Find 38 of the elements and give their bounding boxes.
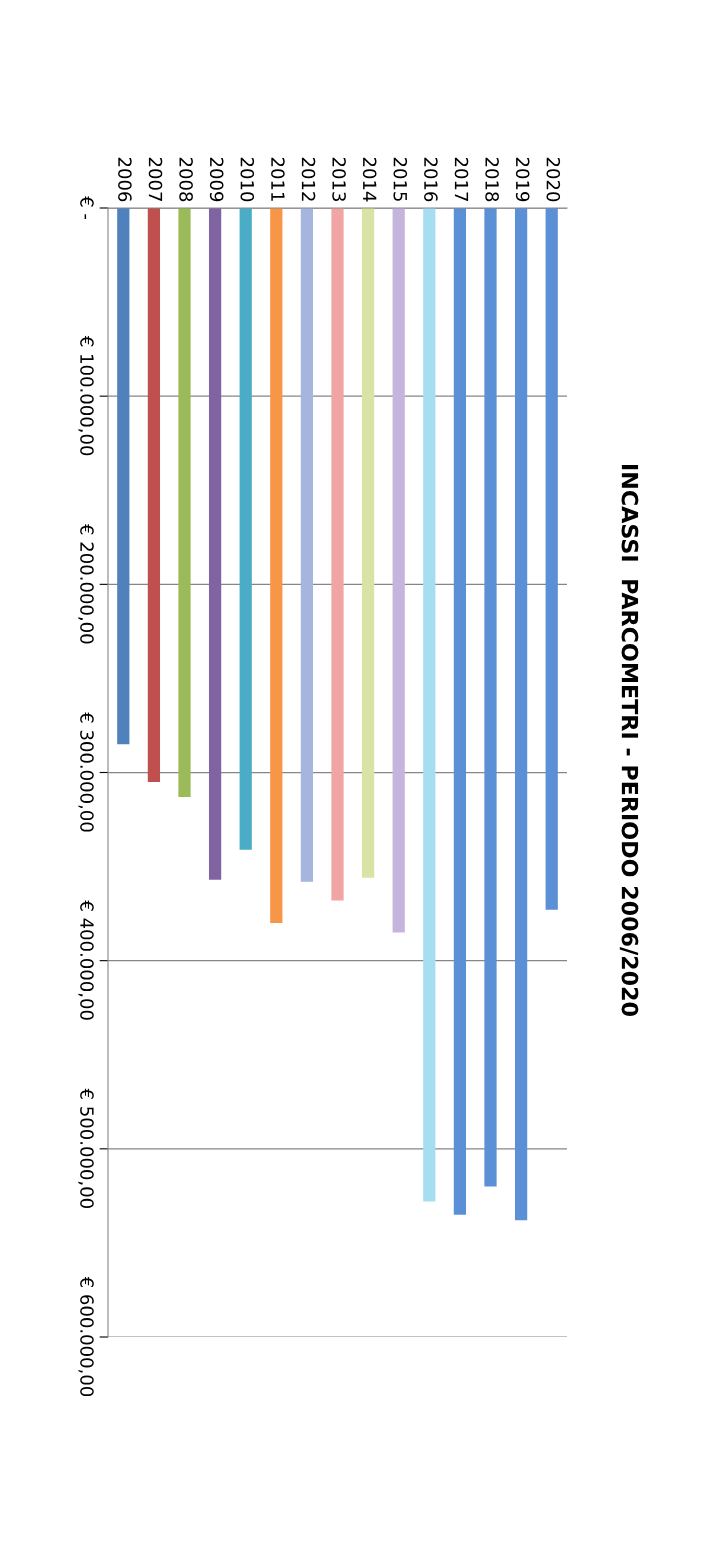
x-tick-label: 2011 xyxy=(271,157,285,201)
y-tick-label: € 300.000,00 xyxy=(78,712,94,832)
bar xyxy=(361,208,375,878)
text: INCASSI PARCOMETRI - PERIODO 2006/2020 xyxy=(619,465,639,1016)
x-tick-label: 2009 xyxy=(209,157,224,202)
x-tick-label: 2006 xyxy=(118,157,132,202)
y-tick-label: € 600.000,00 xyxy=(78,1276,94,1397)
bar xyxy=(178,208,191,797)
x-tick-label: 2017 xyxy=(454,157,469,201)
x-tick-label: 2007 xyxy=(148,157,163,201)
bar xyxy=(300,208,314,882)
bar xyxy=(208,208,222,880)
bar xyxy=(514,208,528,1221)
x-tick-label: 2014 xyxy=(362,157,377,202)
x-tick-label: 2016 xyxy=(424,157,438,202)
x-tick-label: 2013 xyxy=(332,157,346,201)
x-tick-label: 2008 xyxy=(179,157,193,202)
x-tick-label: 2015 xyxy=(393,157,408,201)
y-tick-label: € - xyxy=(80,196,94,219)
bar xyxy=(147,208,161,782)
bar xyxy=(331,208,344,901)
y-tick-label: € 500.000,00 xyxy=(78,1088,94,1208)
bar xyxy=(453,208,467,1215)
bar xyxy=(484,208,497,1187)
bar xyxy=(545,208,558,910)
y-tick-label: € 200.000,00 xyxy=(78,524,94,644)
x-tick-label: 2012 xyxy=(301,157,316,201)
bar xyxy=(270,208,283,924)
y-tick-label: € 100.000,00 xyxy=(78,335,94,456)
bar xyxy=(392,208,405,933)
x-tick-label: 2020 xyxy=(546,157,561,202)
bar xyxy=(239,208,252,850)
bar xyxy=(423,208,436,1202)
x-tick-label: 2019 xyxy=(515,157,530,202)
y-tick-label: € 400.000,00 xyxy=(78,900,94,1020)
x-tick-label: 2018 xyxy=(485,157,499,202)
x-tick-label: 2010 xyxy=(240,157,255,202)
bar xyxy=(117,208,130,745)
